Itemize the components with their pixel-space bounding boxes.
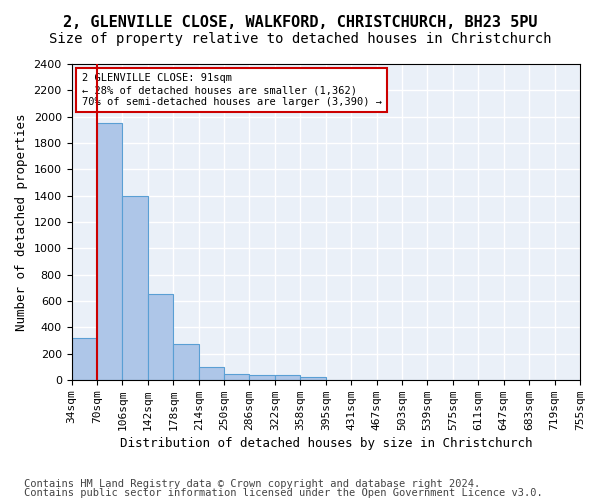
Text: Size of property relative to detached houses in Christchurch: Size of property relative to detached ho…: [49, 32, 551, 46]
Bar: [301, 377, 326, 380]
Text: 2, GLENVILLE CLOSE, WALKFORD, CHRISTCHURCH, BH23 5PU: 2, GLENVILLE CLOSE, WALKFORD, CHRISTCHUR…: [63, 15, 537, 30]
Bar: [173, 344, 199, 380]
Bar: [148, 294, 173, 380]
X-axis label: Distribution of detached houses by size in Christchurch: Distribution of detached houses by size …: [119, 437, 532, 450]
Y-axis label: Number of detached properties: Number of detached properties: [15, 113, 28, 330]
Bar: [224, 374, 250, 380]
Bar: [122, 196, 148, 380]
Bar: [275, 375, 301, 380]
Text: Contains public sector information licensed under the Open Government Licence v3: Contains public sector information licen…: [24, 488, 543, 498]
Text: Contains HM Land Registry data © Crown copyright and database right 2024.: Contains HM Land Registry data © Crown c…: [24, 479, 480, 489]
Bar: [199, 366, 224, 380]
Bar: [250, 375, 275, 380]
Bar: [71, 338, 97, 380]
Text: 2 GLENVILLE CLOSE: 91sqm
← 28% of detached houses are smaller (1,362)
70% of sem: 2 GLENVILLE CLOSE: 91sqm ← 28% of detach…: [82, 74, 382, 106]
Bar: [97, 123, 122, 380]
